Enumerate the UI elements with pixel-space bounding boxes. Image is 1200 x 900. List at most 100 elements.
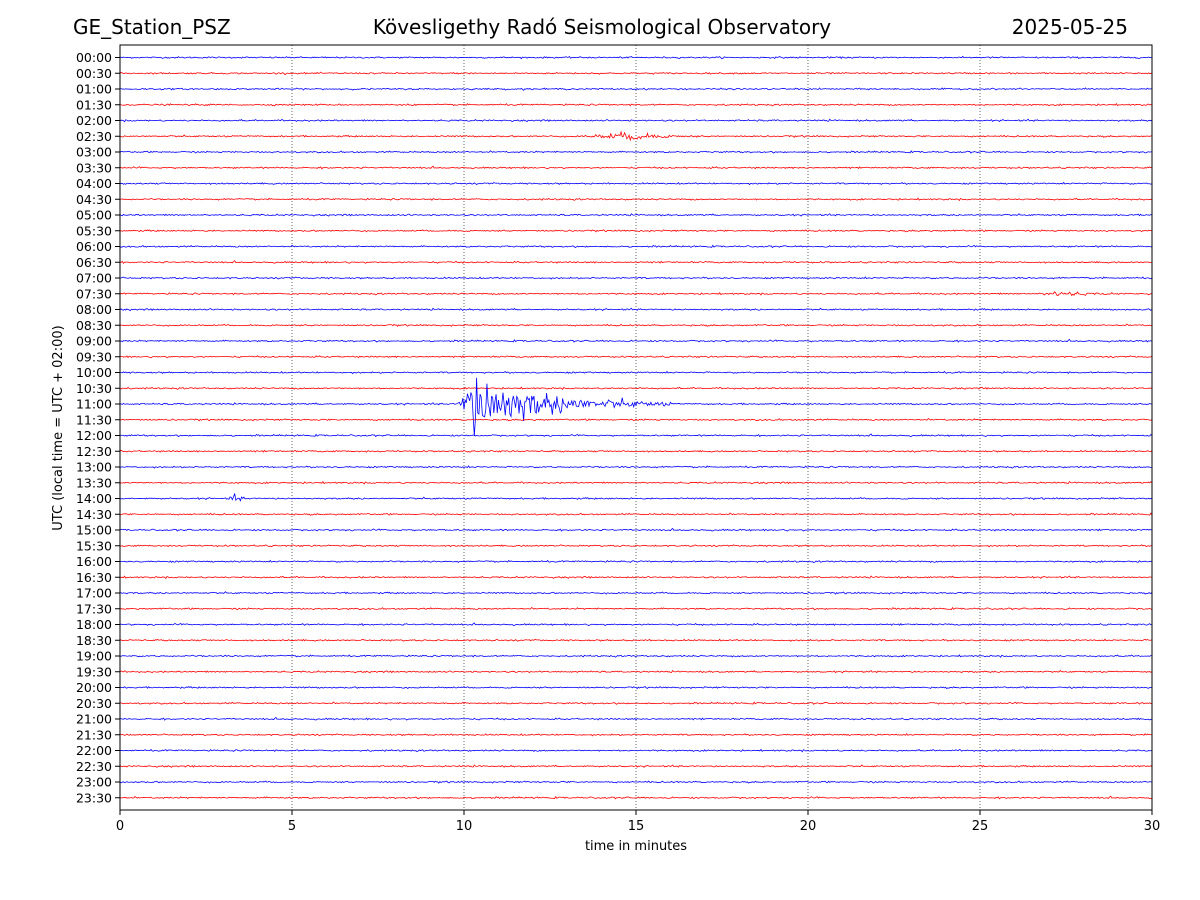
trace-row <box>119 764 1153 768</box>
trace-row <box>119 669 1153 674</box>
trace-row <box>119 433 1153 438</box>
trace-row <box>119 229 1153 233</box>
x-tick-label: 10 <box>456 819 473 834</box>
y-tick-label: 22:00 <box>76 743 112 758</box>
trace-row <box>119 716 1153 721</box>
trace-row <box>119 130 1153 142</box>
y-tick-label: 10:30 <box>76 381 112 396</box>
trace-row <box>119 323 1153 327</box>
y-tick-label: 06:00 <box>76 239 112 254</box>
trace-row <box>119 87 1153 91</box>
trace-row <box>119 465 1153 469</box>
y-tick-label: 16:00 <box>76 554 112 569</box>
date-title: 2025-05-25 <box>1011 15 1128 39</box>
y-tick-label: 17:00 <box>76 586 112 601</box>
trace-row <box>119 165 1153 170</box>
x-axis-ticks: 0 5 10 15 20 25 30 <box>116 810 1160 834</box>
y-tick-label: 23:00 <box>76 775 112 790</box>
y-tick-label: 20:00 <box>76 680 112 695</box>
trace-row <box>119 370 1153 375</box>
trace-row <box>119 291 1153 297</box>
y-tick-label: 08:30 <box>76 318 112 333</box>
trace-row <box>119 197 1153 202</box>
y-tick-label: 09:30 <box>76 349 112 364</box>
y-tick-label: 06:30 <box>76 255 112 270</box>
station-title: GE_Station_PSZ <box>73 15 231 39</box>
trace-row <box>119 559 1153 564</box>
y-tick-label: 10:00 <box>76 365 112 380</box>
x-tick-label: 0 <box>116 819 124 834</box>
y-tick-label: 02:00 <box>76 113 112 128</box>
trace-row <box>119 780 1153 784</box>
y-tick-label: 17:30 <box>76 601 112 616</box>
y-tick-label: 13:30 <box>76 475 112 490</box>
x-tick-label: 5 <box>288 819 296 834</box>
y-tick-label: 18:30 <box>76 633 112 648</box>
y-tick-label: 12:00 <box>76 428 112 443</box>
y-tick-label: 14:30 <box>76 507 112 522</box>
time-grid <box>291 45 981 810</box>
y-tick-label: 22:30 <box>76 759 112 774</box>
y-tick-label: 08:00 <box>76 302 112 317</box>
y-tick-label: 11:00 <box>76 397 112 412</box>
trace-row <box>119 260 1153 265</box>
trace-row <box>119 686 1153 690</box>
trace-row <box>119 377 1153 437</box>
y-tick-label: 19:00 <box>76 649 112 664</box>
x-tick-label: 20 <box>800 819 817 834</box>
trace-row <box>119 55 1153 60</box>
trace-row <box>119 748 1153 753</box>
trace-row <box>119 606 1153 611</box>
trace-row <box>119 527 1153 532</box>
y-tick-label: 11:30 <box>76 412 112 427</box>
y-tick-label: 05:30 <box>76 223 112 238</box>
y-tick-label: 07:00 <box>76 271 112 286</box>
trace-row <box>119 386 1153 391</box>
trace-row <box>119 307 1153 312</box>
y-tick-label: 03:30 <box>76 160 112 175</box>
y-tick-label: 16:30 <box>76 570 112 585</box>
y-tick-label: 04:30 <box>76 192 112 207</box>
trace-row <box>119 449 1153 453</box>
trace-row <box>119 732 1153 737</box>
y-tick-label: 12:30 <box>76 444 112 459</box>
y-tick-label: 19:30 <box>76 664 112 679</box>
trace-row <box>119 150 1152 154</box>
trace-row <box>119 480 1153 485</box>
y-tick-label: 15:30 <box>76 538 112 553</box>
trace-row <box>119 338 1153 343</box>
y-tick-label: 15:00 <box>76 523 112 538</box>
trace-row <box>119 118 1153 123</box>
trace-row <box>119 654 1153 658</box>
y-tick-label: 01:30 <box>76 97 112 112</box>
y-tick-label: 20:30 <box>76 696 112 711</box>
y-tick-label: 14:00 <box>76 491 112 506</box>
y-tick-label: 04:00 <box>76 176 112 191</box>
y-tick-label: 13:00 <box>76 460 112 475</box>
x-axis-label: time in minutes <box>585 839 687 854</box>
y-tick-label: 09:00 <box>76 334 112 349</box>
y-tick-label: 23:30 <box>76 790 112 805</box>
trace-row <box>119 213 1153 217</box>
trace-row <box>119 544 1153 548</box>
trace-row <box>119 795 1153 800</box>
observatory-title: Kövesligethy Radó Seismological Observat… <box>372 15 832 39</box>
trace-row <box>119 701 1153 705</box>
y-axis-ticks: 00:0000:3001:0001:3002:0002:3003:0003:30… <box>76 50 120 805</box>
y-tick-label: 03:00 <box>76 145 112 160</box>
trace-row <box>119 71 1153 76</box>
y-tick-label: 00:30 <box>76 66 112 81</box>
seismic-traces <box>119 55 1153 800</box>
x-tick-label: 25 <box>972 819 989 834</box>
trace-row <box>119 622 1153 627</box>
y-tick-label: 00:00 <box>76 50 112 65</box>
y-tick-label: 21:00 <box>76 712 112 727</box>
trace-row <box>119 512 1153 516</box>
trace-row <box>119 575 1153 580</box>
y-tick-label: 01:00 <box>76 82 112 97</box>
x-tick-label: 15 <box>628 819 645 834</box>
x-tick-label: 30 <box>1144 819 1161 834</box>
trace-row <box>119 638 1153 642</box>
trace-row <box>119 181 1153 186</box>
